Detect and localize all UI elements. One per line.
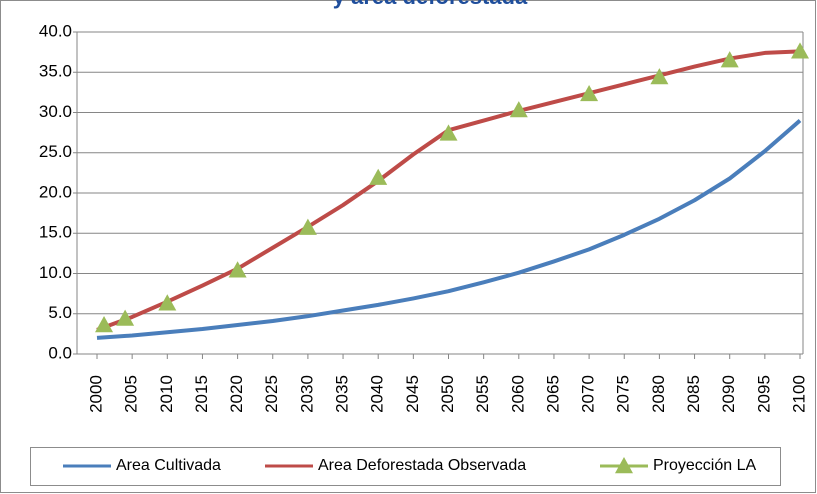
data-point [650, 68, 669, 85]
legend-label: Area Deforestada Observada [318, 457, 526, 474]
x-tick-label: 2050 [438, 375, 457, 413]
x-tick-label: 2075 [614, 375, 633, 413]
legend-label: Area Cultivada [116, 457, 221, 474]
data-point [369, 168, 388, 185]
x-tick-label: 2000 [86, 375, 105, 413]
y-tick-label: 30.0 [39, 102, 72, 121]
data-point [509, 101, 528, 118]
x-tick-label: 2065 [543, 375, 562, 413]
y-tick-label: 0.0 [48, 343, 72, 362]
data-point [228, 261, 247, 278]
x-tick-label: 2030 [297, 375, 316, 413]
x-tick-label: 2045 [403, 375, 422, 413]
y-tick-label: 35.0 [39, 62, 72, 81]
series-line [96, 119, 802, 340]
x-tick-label: 2085 [684, 375, 703, 413]
x-tick-label: 2070 [579, 375, 598, 413]
data-point [95, 316, 114, 333]
legend-marker [615, 457, 633, 474]
x-tick-label: 2010 [157, 375, 176, 413]
y-tick-label: 40.0 [39, 21, 72, 40]
x-tick-label: 2080 [649, 375, 668, 413]
x-tick-label: 2040 [368, 375, 387, 413]
x-tick-label: 2005 [122, 375, 141, 413]
x-tick-label: 2100 [789, 375, 808, 413]
data-point [439, 124, 458, 141]
legend-label: Proyección LA [653, 457, 756, 474]
data-point [158, 294, 177, 311]
data-point [791, 42, 809, 59]
data-point [116, 309, 135, 326]
y-tick-label: 25.0 [39, 142, 72, 161]
data-point [720, 51, 739, 68]
data-point [298, 218, 317, 235]
x-tick-label: 2020 [227, 375, 246, 413]
x-tick-label: 2055 [473, 375, 492, 413]
chart-title: y área deforestada [333, 0, 528, 9]
x-tick-label: 2095 [754, 375, 773, 413]
x-tick-label: 2090 [719, 375, 738, 413]
y-tick-label: 5.0 [48, 303, 72, 322]
x-tick-label: 2060 [508, 375, 527, 413]
x-tick-label: 2025 [262, 375, 281, 413]
x-tick-label: 2015 [192, 375, 211, 413]
x-tick-label: 2035 [333, 375, 352, 413]
data-point [580, 84, 599, 102]
y-tick-label: 10.0 [39, 263, 72, 282]
legend-box [30, 447, 781, 486]
y-tick-label: 20.0 [39, 182, 72, 201]
y-tick-label: 15.0 [39, 223, 72, 242]
